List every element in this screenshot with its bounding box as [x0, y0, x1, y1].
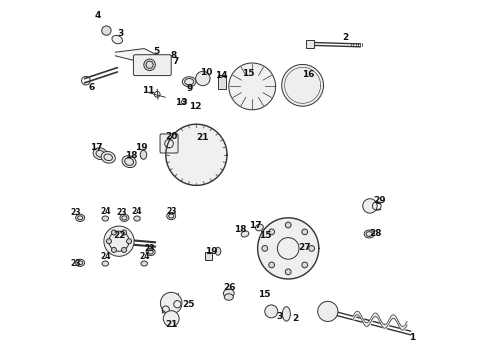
Text: 8: 8	[171, 51, 177, 60]
Ellipse shape	[140, 150, 147, 159]
Circle shape	[144, 59, 155, 71]
Text: 29: 29	[374, 196, 386, 205]
Ellipse shape	[224, 294, 233, 300]
FancyBboxPatch shape	[133, 55, 171, 76]
Text: 18: 18	[125, 152, 138, 161]
Text: 27: 27	[298, 243, 311, 252]
Ellipse shape	[93, 148, 107, 159]
Text: 28: 28	[369, 229, 382, 238]
Text: 23: 23	[145, 244, 155, 253]
Text: 9: 9	[186, 84, 193, 93]
Bar	[306, 40, 314, 48]
Text: 2: 2	[342, 33, 348, 42]
Ellipse shape	[182, 77, 196, 87]
Text: 21: 21	[166, 320, 178, 329]
Text: 1: 1	[409, 333, 415, 342]
Ellipse shape	[223, 289, 234, 298]
Ellipse shape	[75, 259, 85, 266]
Text: 21: 21	[196, 133, 209, 142]
Ellipse shape	[122, 156, 136, 168]
Ellipse shape	[241, 231, 249, 237]
Text: 15: 15	[258, 290, 270, 299]
Text: 20: 20	[165, 132, 178, 141]
Circle shape	[160, 292, 182, 314]
Circle shape	[309, 246, 315, 251]
Ellipse shape	[364, 230, 374, 238]
Circle shape	[269, 229, 274, 235]
Text: 25: 25	[182, 300, 195, 309]
Ellipse shape	[141, 261, 147, 266]
Circle shape	[111, 247, 117, 252]
Circle shape	[104, 226, 134, 256]
Circle shape	[262, 246, 268, 251]
Text: 15: 15	[259, 231, 272, 240]
Circle shape	[302, 229, 308, 235]
Text: 14: 14	[215, 71, 228, 80]
Text: 19: 19	[135, 143, 148, 152]
Text: 24: 24	[132, 207, 142, 216]
Polygon shape	[116, 49, 159, 65]
Polygon shape	[258, 218, 319, 279]
Circle shape	[122, 230, 126, 235]
Ellipse shape	[282, 307, 291, 321]
Ellipse shape	[102, 261, 109, 266]
Circle shape	[318, 301, 338, 321]
FancyBboxPatch shape	[160, 134, 178, 153]
Text: 24: 24	[100, 207, 111, 216]
Bar	[205, 252, 212, 260]
Text: 10: 10	[200, 68, 212, 77]
Text: 13: 13	[174, 98, 187, 107]
Ellipse shape	[120, 214, 129, 221]
Text: 11: 11	[142, 86, 155, 95]
Text: 17: 17	[249, 220, 261, 230]
Text: 24: 24	[139, 252, 149, 261]
Circle shape	[102, 26, 111, 35]
Text: 18: 18	[234, 225, 247, 234]
Circle shape	[363, 199, 377, 213]
Circle shape	[265, 305, 278, 318]
Bar	[219, 75, 226, 89]
Circle shape	[126, 239, 132, 244]
Text: 23: 23	[166, 207, 176, 216]
Polygon shape	[282, 64, 323, 106]
Ellipse shape	[112, 35, 122, 44]
Ellipse shape	[101, 152, 115, 163]
Text: 6: 6	[89, 83, 95, 92]
Ellipse shape	[75, 214, 85, 221]
Ellipse shape	[146, 248, 155, 256]
Text: 23: 23	[71, 259, 81, 268]
Polygon shape	[166, 124, 227, 185]
Circle shape	[285, 222, 291, 228]
Text: 3: 3	[118, 29, 124, 38]
Text: 24: 24	[100, 252, 111, 261]
Circle shape	[163, 311, 179, 327]
Circle shape	[196, 71, 210, 86]
Circle shape	[111, 230, 117, 235]
Text: 17: 17	[90, 143, 103, 152]
Ellipse shape	[167, 212, 176, 220]
Text: 22: 22	[114, 231, 126, 240]
Circle shape	[122, 247, 126, 252]
Polygon shape	[229, 63, 275, 110]
Circle shape	[302, 262, 308, 268]
Text: 16: 16	[302, 71, 314, 80]
Circle shape	[106, 239, 111, 244]
Text: 23: 23	[71, 208, 81, 217]
Text: 23: 23	[117, 208, 127, 217]
Text: 3: 3	[277, 312, 283, 321]
Ellipse shape	[134, 216, 140, 221]
Ellipse shape	[215, 247, 221, 255]
Text: 4: 4	[94, 12, 100, 21]
Text: 15: 15	[242, 69, 254, 78]
Text: 5: 5	[154, 47, 160, 56]
Text: 12: 12	[189, 102, 201, 111]
Text: 26: 26	[223, 284, 236, 292]
Text: 7: 7	[172, 58, 179, 67]
Text: 2: 2	[292, 314, 298, 323]
Text: 19: 19	[205, 247, 218, 256]
Ellipse shape	[255, 224, 263, 231]
Circle shape	[269, 262, 274, 268]
Circle shape	[285, 269, 291, 275]
Ellipse shape	[102, 216, 109, 221]
